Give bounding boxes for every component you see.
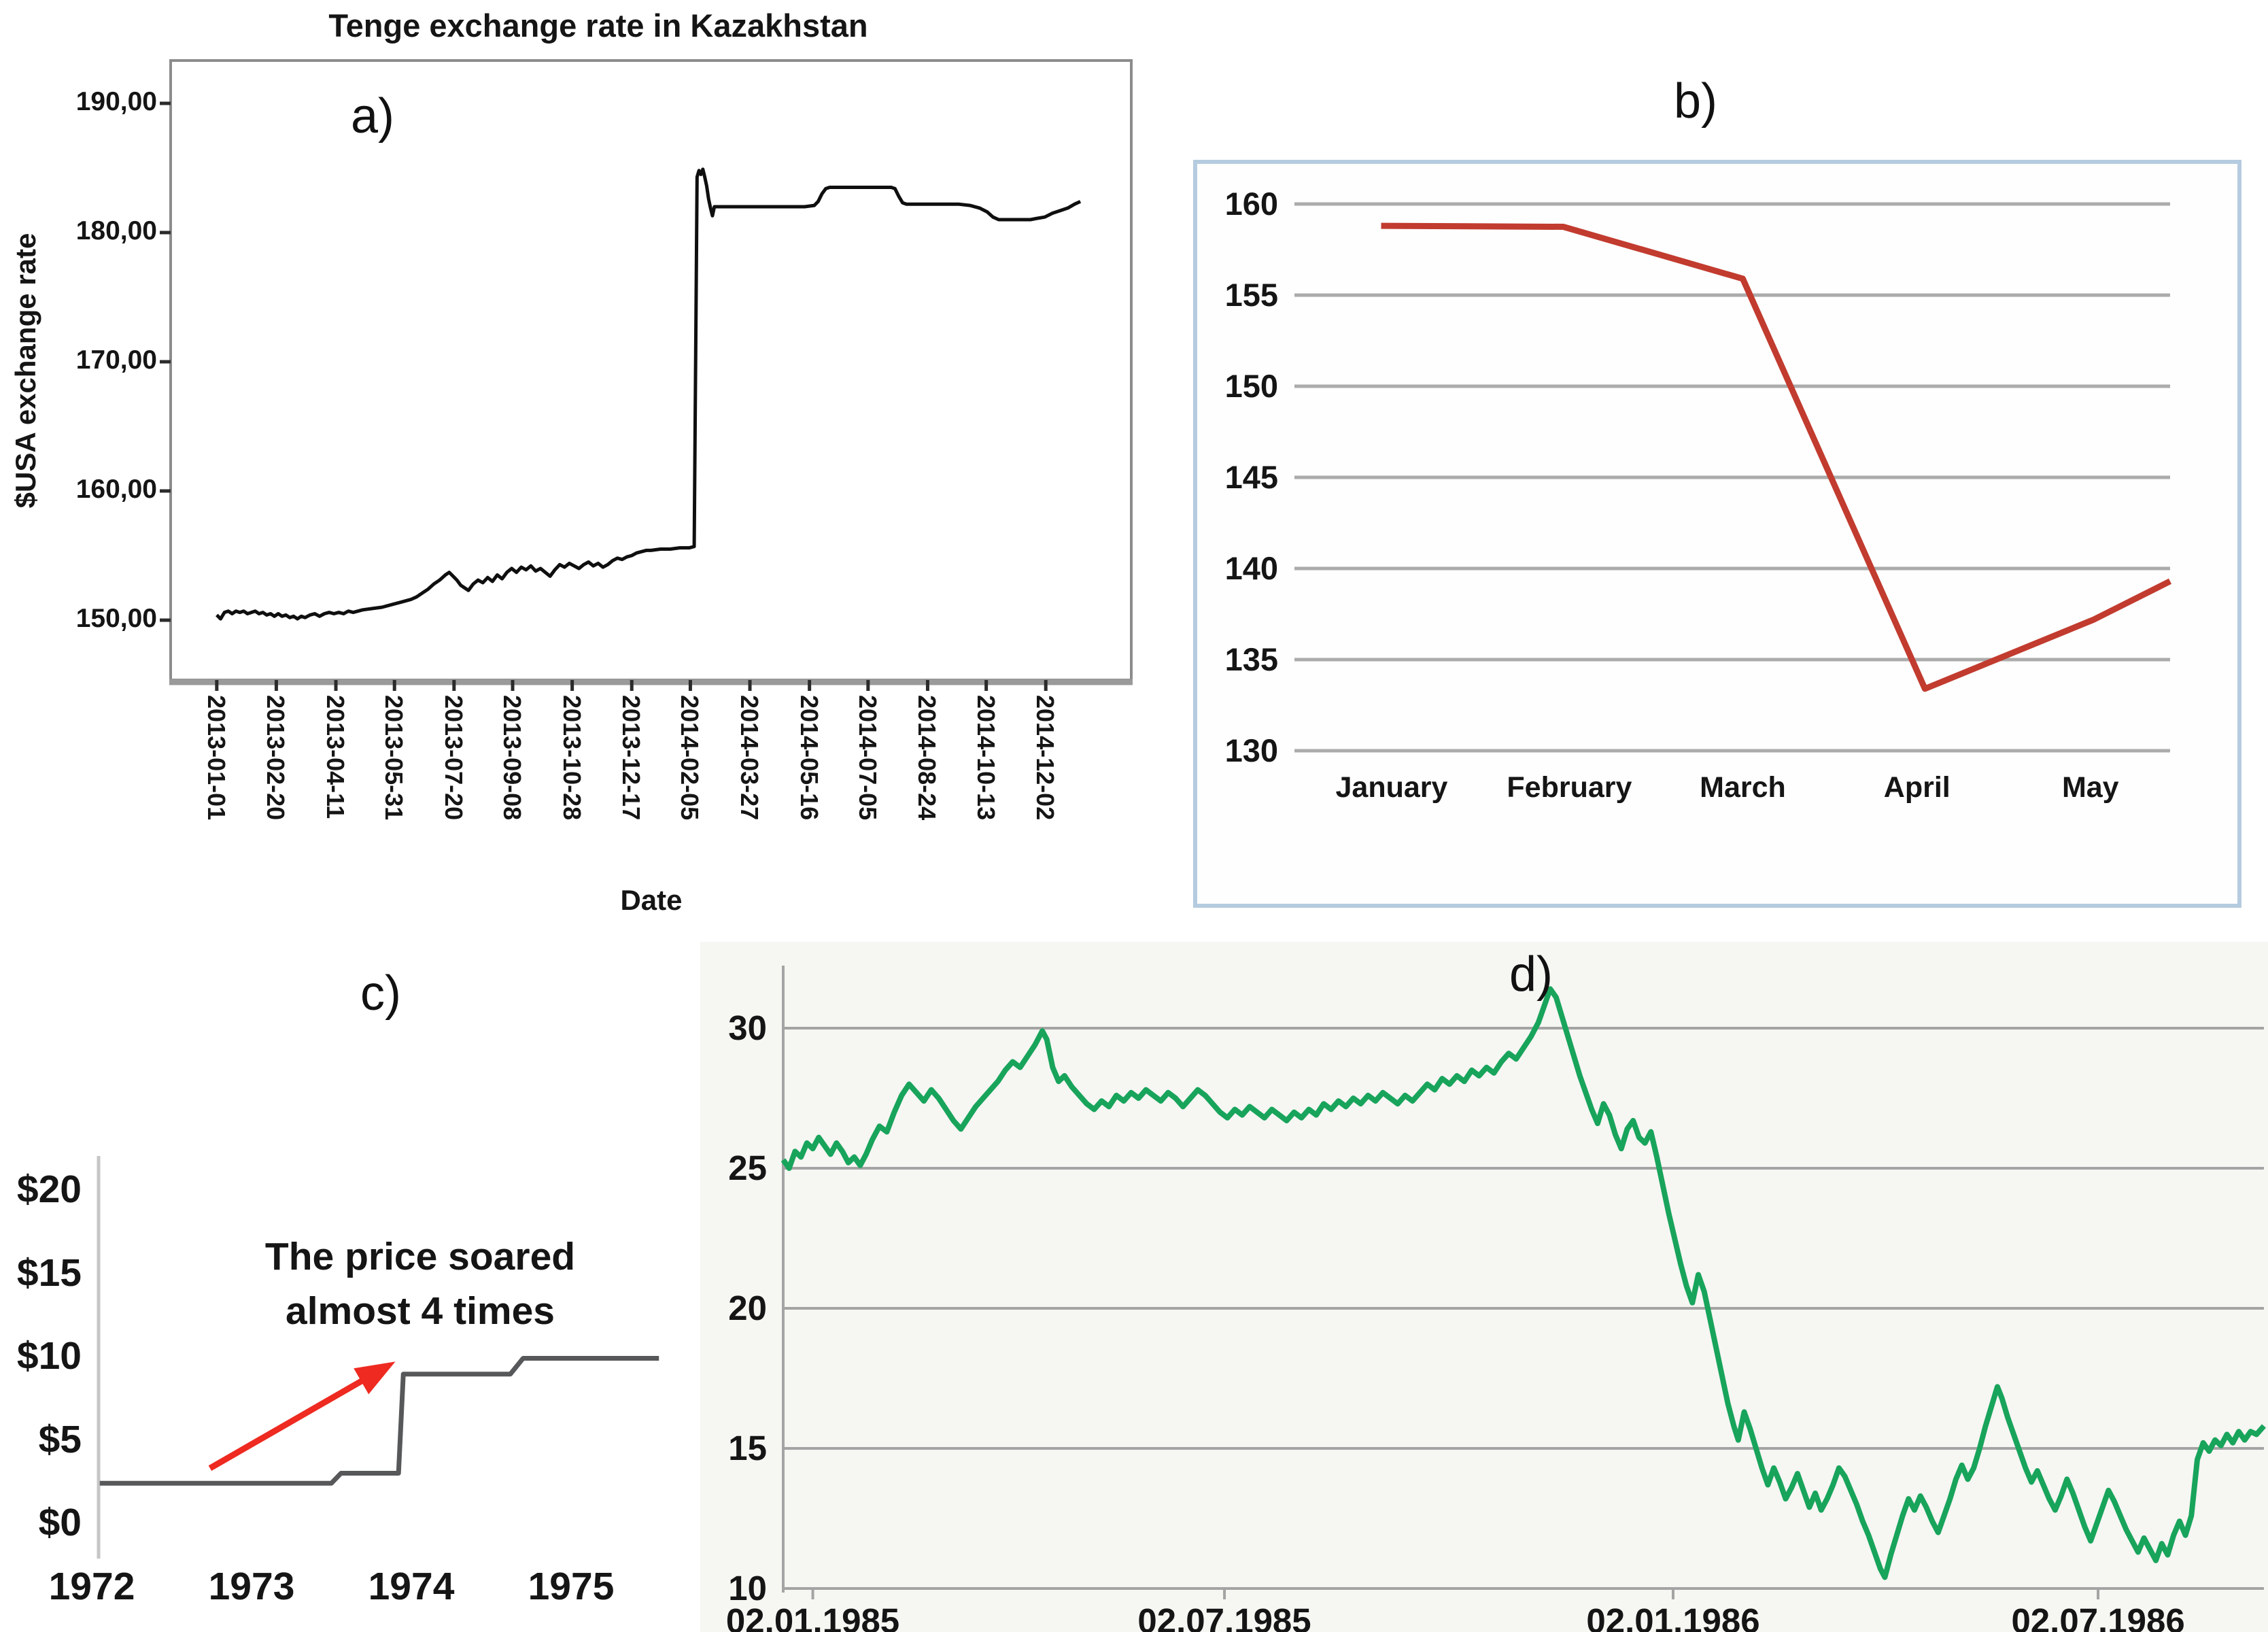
chart-d-y-tick-label: 10 (728, 1569, 767, 1608)
chart-a-x-tick-label: 2014-08-24 (913, 695, 942, 821)
chart-a-x-tick-label: 2013-12-17 (617, 695, 646, 821)
chart-a-x-tick-label: 2014-03-27 (736, 695, 764, 821)
chart-a-x-tick-label: 2014-10-13 (972, 695, 1000, 821)
chart-a-x-tick-label: 2013-09-08 (498, 695, 527, 821)
chart-a-x-tick-label: 2013-10-28 (557, 695, 586, 821)
chart-a-x-tick-label: 2013-01-01 (202, 695, 230, 821)
chart-c-y-tick-label: $5 (38, 1417, 82, 1461)
chart-a-y-tick-label: 170,00 (75, 345, 157, 375)
chart-d-panel-label: d) (1509, 947, 1553, 1002)
chart-b-x-category-label: February (1507, 771, 1632, 804)
chart-c-x-tick-label: 1973 (208, 1565, 295, 1608)
chart-c-y-tick-label: $20 (16, 1168, 82, 1211)
chart-c-annotation-line2: almost 4 times (285, 1289, 555, 1333)
chart-b-x-category-label: January (1335, 771, 1448, 804)
chart-b-x-category-label: May (2061, 771, 2119, 804)
chart-d-background (700, 942, 2268, 1632)
chart-d-x-tick-label: 02.01.1986 (1586, 1601, 1760, 1632)
chart-a-x-tick-label: 2013-04-11 (322, 695, 350, 819)
chart-b-frame (1193, 160, 2241, 908)
chart-d-y-tick-label: 30 (728, 1008, 767, 1047)
chart-b-y-tick-label: 150 (1224, 368, 1278, 404)
chart-a-x-tick-label: 2013-02-20 (262, 695, 290, 821)
chart-a-x-tick-label: 2014-02-05 (676, 695, 704, 821)
chart-a-x-tick-label: 2013-07-20 (439, 695, 468, 821)
chart-c-y-tick-label: $10 (16, 1334, 82, 1378)
chart-d-y-tick-label: 25 (728, 1149, 767, 1187)
chart-d-y-tick-label: 20 (728, 1289, 767, 1327)
chart-b-line (1381, 222, 2172, 692)
chart-a-y-tick-label: 180,00 (75, 216, 157, 245)
chart-d-x-tick-label: 02.01.1985 (725, 1601, 900, 1632)
chart-c-x-tick-label: 1974 (368, 1565, 455, 1608)
chart-a-y-axis-title: $USA exchange rate (10, 233, 41, 509)
chart-a-x-tick-label: 2014-07-05 (853, 695, 882, 821)
chart-c-panel-label: c) (360, 966, 401, 1021)
chart-c-x-tick-label: 1972 (48, 1565, 135, 1608)
chart-a-line (216, 167, 1082, 621)
chart-c-y-tick-label: $15 (16, 1251, 82, 1295)
chart-a-panel-label: a) (350, 89, 395, 143)
chart-c-annotation-line1: The price soared (264, 1235, 576, 1278)
chart-c-y-tick-label: $0 (38, 1501, 82, 1544)
chart-d-y-tick-label: 15 (728, 1429, 767, 1467)
chart-a-x-axis-title: Date (620, 884, 683, 916)
chart-b-y-tick-label: 160 (1224, 186, 1278, 222)
chart-d-line (780, 986, 2267, 1580)
chart-c-x-tick-label: 1975 (528, 1565, 615, 1608)
chart-a-y-tick-label: 160,00 (75, 475, 157, 504)
chart-a-x-tick-label: 2014-05-16 (795, 695, 823, 821)
chart-b-x-category-label: March (1700, 771, 1786, 804)
chart-d-x-tick-label: 02.07.1985 (1137, 1601, 1311, 1632)
chart-a-y-tick-label: 150,00 (75, 604, 157, 633)
chart-a-x-tick-label: 2014-12-02 (1031, 695, 1060, 821)
chart-d-x-tick-label: 02.07.1986 (2011, 1601, 2185, 1632)
chart-b-y-tick-label: 130 (1224, 732, 1278, 768)
chart-b-y-tick-label: 135 (1224, 641, 1278, 677)
chart-b-y-tick-label: 145 (1224, 459, 1278, 495)
chart-a-title: Tenge exchange rate in Kazakhstan (328, 7, 868, 44)
chart-b-y-tick-label: 155 (1224, 277, 1278, 313)
chart-c-arrow-shaft (208, 1372, 374, 1472)
chart-a-x-tick-label: 2013-05-31 (380, 695, 409, 821)
chart-b-panel-label: b) (1673, 74, 1718, 129)
chart-c-line (99, 1355, 659, 1486)
chart-a-frame (169, 59, 1133, 681)
chart-b-y-tick-label: 140 (1224, 550, 1278, 586)
chart-c-annotation: The price soared almost 4 times (265, 1229, 575, 1338)
chart-a-y-tick-label: 190,00 (75, 87, 157, 116)
chart-b-x-category-label: April (1883, 771, 1951, 804)
chart-c-arrow-head (354, 1361, 396, 1395)
